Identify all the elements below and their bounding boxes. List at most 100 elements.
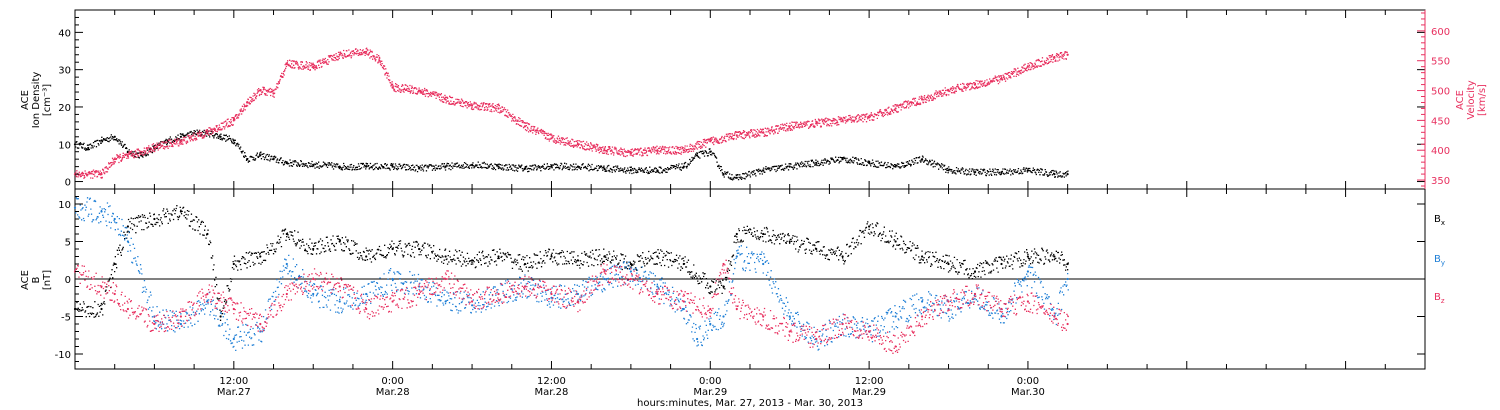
date-tick-label: Mar.28	[535, 387, 569, 398]
bz-point	[1066, 322, 1069, 326]
bz-point	[682, 300, 685, 303]
density-point	[219, 135, 222, 138]
density-axis: 0 10 20 30 40	[58, 16, 1425, 189]
by-point	[656, 285, 659, 288]
density-axis-title-line2: Ion Density	[31, 72, 42, 129]
bz-point	[365, 307, 368, 311]
bx-point	[1053, 255, 1056, 258]
by-point	[285, 262, 288, 266]
by-point	[1066, 277, 1069, 281]
bx-point	[841, 255, 844, 258]
density-scatter	[75, 129, 1069, 181]
density-point	[259, 154, 262, 157]
by-point	[1026, 270, 1029, 273]
bx-point	[788, 240, 791, 243]
bz-point	[921, 315, 924, 318]
date-tick-label: Mar.29	[852, 387, 886, 398]
bz-point	[722, 262, 725, 266]
bx-point	[629, 262, 633, 266]
velocity-point	[378, 59, 381, 62]
by-point	[762, 262, 765, 266]
bx-point	[656, 255, 659, 258]
by-scatter	[75, 197, 1069, 352]
time-tick-label: 0:00	[1017, 376, 1039, 387]
density-point	[497, 165, 500, 168]
velocity-tick-label: 400	[1431, 146, 1450, 157]
bx-point	[921, 255, 924, 258]
bx-point	[232, 262, 235, 266]
time-axis: 12:00Mar.270:00Mar.2812:00Mar.280:00Mar.…	[114, 10, 1386, 398]
density-tick-label: 10	[58, 140, 71, 151]
velocity-point	[735, 134, 738, 137]
density-axis-title-line1: ACE	[20, 90, 31, 110]
bx-point	[894, 240, 897, 243]
by-point	[338, 300, 341, 303]
density-point	[100, 139, 103, 142]
bx-point	[735, 232, 738, 236]
density-axis-title: ACE Ion Density [cm⁻³]	[20, 72, 53, 129]
by-point	[735, 255, 738, 258]
bz-point	[126, 307, 129, 311]
bx-point	[219, 315, 222, 318]
velocity-point	[894, 107, 897, 110]
bx-point	[153, 217, 156, 221]
field-legend: Bx By Bz	[1434, 214, 1445, 305]
legend-by: By	[1434, 254, 1445, 267]
time-tick-label: 12:00	[537, 376, 566, 387]
velocity-axis-title-line2: Velocity	[1466, 80, 1477, 119]
velocity-tick-label: 600	[1431, 27, 1450, 38]
by-point	[696, 337, 699, 341]
velocity-axis-title-line1: ACE	[1455, 90, 1466, 110]
field-tick-label: -10	[55, 350, 71, 361]
bx-point	[259, 255, 262, 258]
field-tick-label: -5	[61, 313, 71, 324]
bz-point	[709, 307, 712, 311]
by-point	[232, 337, 235, 341]
bz-point	[391, 300, 394, 303]
bz-point	[285, 292, 288, 296]
velocity-point	[497, 107, 500, 110]
bz-point	[603, 270, 606, 273]
legend-bx: Bx	[1434, 214, 1445, 227]
legend-bz: Bz	[1434, 292, 1445, 305]
bx-point	[444, 255, 447, 258]
bz-point	[113, 292, 116, 296]
velocity-tick-label: 450	[1431, 116, 1450, 127]
by-point	[722, 315, 725, 318]
density-point	[391, 165, 394, 168]
velocity-tick-label: 350	[1431, 176, 1450, 187]
field-axis-title-line3: [nT]	[42, 270, 53, 290]
by-point	[471, 304, 474, 307]
bz-scatter	[75, 259, 1069, 354]
bz-point	[973, 292, 977, 296]
density-point	[815, 161, 818, 164]
field-axis-title: ACE B [nT]	[20, 270, 53, 290]
bx-point	[868, 225, 871, 228]
density-point	[232, 139, 235, 142]
date-tick-label: Mar.30	[1011, 387, 1045, 398]
by-point	[603, 277, 606, 281]
velocity-scatter	[75, 47, 1069, 179]
density-point	[735, 176, 738, 179]
bx-point	[1026, 255, 1029, 258]
bz-point	[868, 330, 871, 333]
bx-point	[497, 255, 500, 258]
bx-point	[312, 247, 315, 251]
bz-point	[179, 315, 182, 318]
by-point	[921, 300, 924, 303]
bx-scatter	[75, 205, 1069, 321]
time-tick-label: 12:00	[219, 376, 248, 387]
density-tick-label: 20	[58, 103, 71, 114]
density-tick-label: 40	[58, 28, 71, 39]
bz-point	[259, 322, 262, 326]
field-axis-title-line1: ACE	[20, 270, 31, 290]
bx-point	[338, 240, 341, 243]
bz-point	[418, 292, 421, 296]
velocity-point	[365, 50, 368, 53]
by-point	[179, 322, 182, 326]
density-axis-title-line3: [cm⁻³]	[42, 84, 53, 116]
time-tick-label: 0:00	[699, 376, 721, 387]
density-tick-label: 30	[58, 66, 71, 77]
by-point	[894, 315, 897, 318]
bz-point	[1000, 307, 1003, 311]
